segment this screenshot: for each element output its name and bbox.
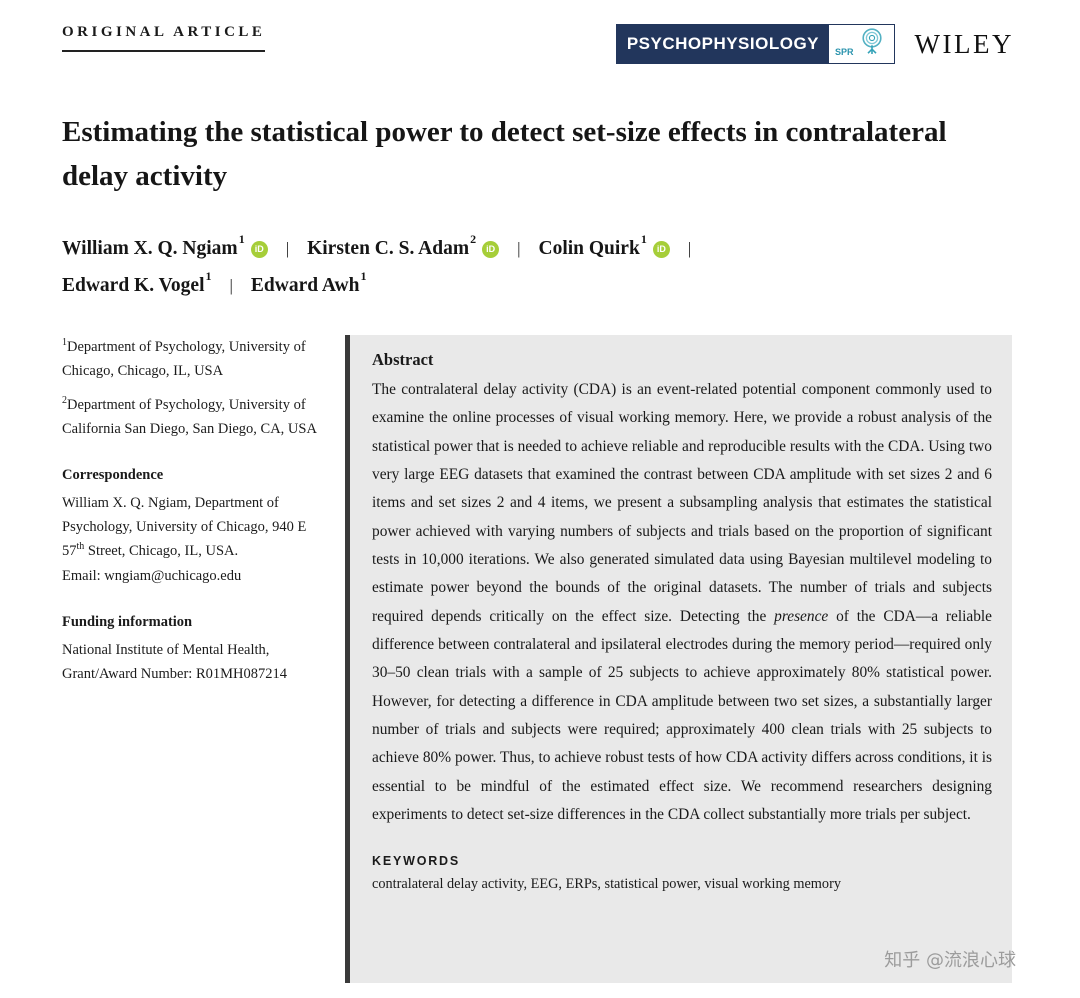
author-row: William X. Q. Ngiam 1 iD | Kirsten C. S. … [62, 232, 1018, 260]
author-name: Edward K. Vogel [62, 275, 205, 296]
author-separator: | [687, 239, 692, 258]
author-row: Edward K. Vogel 1 | Edward Awh 1 [62, 269, 1018, 297]
spr-logo: SPR [829, 25, 894, 63]
orcid-icon[interactable]: iD [652, 241, 670, 258]
left-column: 1Department of Psychology, University of… [62, 335, 345, 696]
author-affiliation-sup: 2 [470, 232, 477, 246]
author-list: William X. Q. Ngiam 1 iD | Kirsten C. S. … [62, 232, 1018, 297]
correspondence-sup: th [76, 541, 85, 553]
affiliation-sup: 1 [62, 337, 67, 349]
spr-tree-icon [856, 26, 888, 63]
abstract-text: The contralateral delay activity (CDA) i… [372, 376, 992, 830]
author-name: William X. Q. Ngiam [62, 238, 238, 259]
author: Kirsten C. S. Adam 2 iD [307, 232, 500, 260]
author-separator: | [285, 239, 290, 258]
funding-body: National Institute of Mental Health, Gra… [62, 641, 287, 682]
author-affiliation-sup: 1 [238, 232, 245, 246]
correspondence-text: William X. Q. Ngiam, Department of Psych… [62, 495, 307, 560]
affiliation-text: Department of Psychology, University of … [62, 339, 306, 380]
funding-heading: Funding information [62, 613, 193, 630]
abstract-part1: The contralateral delay activity (CDA) i… [372, 381, 992, 625]
article-type-label: ORIGINAL ARTICLE [62, 24, 266, 52]
publisher-logo: WILEY [914, 28, 1014, 59]
author-affiliation-sup: 1 [360, 269, 367, 283]
author-name: Edward Awh [250, 275, 360, 296]
author-separator: | [517, 239, 521, 258]
journal-logo: PSYCHOPHYSIOLOGY SPR [615, 24, 895, 64]
affiliation-text: Department of Psychology, University of … [62, 397, 317, 438]
abstract-part2: of the CDA—a reliable difference between… [372, 607, 993, 824]
zhihu-watermark: 知乎 @流浪心球 [884, 950, 1016, 971]
correspondence-body: William X. Q. Ngiam, Department of Psych… [62, 491, 327, 587]
author-affiliation-sup: 1 [205, 269, 212, 283]
correspondence-heading: Correspondence [62, 467, 164, 484]
correspondence-text: Street, Chicago, IL, USA. [84, 543, 239, 560]
affiliation-sup: 2 [62, 395, 67, 407]
article-title: Estimating the statistical power to dete… [62, 116, 947, 192]
author-separator: | [229, 276, 233, 295]
author: Edward Awh 1 [250, 269, 367, 297]
abstract-heading: Abstract [372, 350, 434, 369]
author: William X. Q. Ngiam 1 iD [62, 232, 268, 260]
author-affiliation-sup: 1 [640, 232, 647, 246]
abstract-italic-word: presence [774, 607, 829, 625]
author: Colin Quirk 1 iD [538, 232, 670, 260]
orcid-icon[interactable]: iD [250, 241, 268, 258]
affiliation: 1Department of Psychology, University of… [62, 335, 327, 383]
spr-label: SPR [835, 47, 854, 57]
author-name: Kirsten C. S. Adam [307, 238, 470, 259]
article-body: 1Department of Psychology, University of… [0, 335, 1080, 983]
author: Edward K. Vogel 1 [62, 269, 212, 297]
orcid-icon[interactable]: iD [482, 241, 500, 258]
author-name: Colin Quirk [538, 238, 640, 259]
keywords-heading: KEYWORDS [372, 853, 461, 868]
page-header: ORIGINAL ARTICLE PSYCHOPHYSIOLOGY SPR [0, 0, 1080, 64]
journal-name-label: PSYCHOPHYSIOLOGY [616, 25, 830, 63]
abstract-box: Abstract The contralateral delay activit… [345, 335, 1012, 983]
keywords-text: contralateral delay activity, EEG, ERPs,… [372, 875, 841, 892]
journal-branding: PSYCHOPHYSIOLOGY SPR WILEY [615, 24, 1014, 64]
affiliation: 2Department of Psychology, University of… [62, 393, 327, 441]
correspondence-email: Email: wngiam@uchicago.edu [62, 567, 242, 584]
